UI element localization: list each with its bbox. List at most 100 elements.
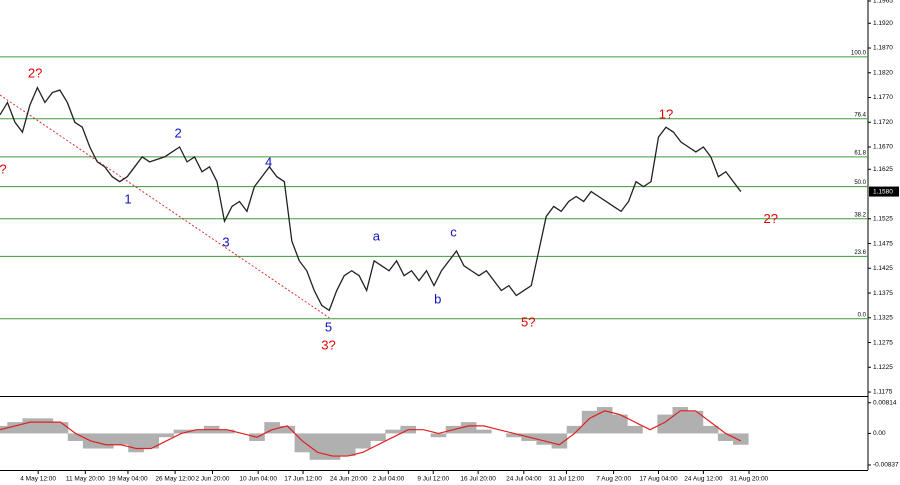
histogram-bar <box>113 433 129 445</box>
price-line <box>0 86 742 312</box>
x-tick-label: 17 Aug 04:00 <box>639 476 678 483</box>
wave-label: 2? <box>763 211 777 226</box>
histogram-bar <box>37 418 54 434</box>
fib-label: 50.0 <box>854 180 866 186</box>
histogram-bar <box>218 429 235 434</box>
fib-label: 76.4 <box>854 112 866 118</box>
y-tick-label: 1.1475 <box>873 240 893 247</box>
histogram-bar <box>551 433 568 449</box>
histogram-bar <box>732 433 749 445</box>
histogram-bar <box>0 425 8 434</box>
y-tick-label: 1.1965 <box>873 0 893 5</box>
wave-label: 3? <box>321 337 335 352</box>
histogram-bar <box>687 410 704 434</box>
histogram-bar <box>128 433 144 453</box>
wave-label: 5? <box>521 315 535 330</box>
histogram-bar <box>143 433 159 449</box>
x-tick-label: 4 May 12:00 <box>20 476 56 483</box>
current-price-label: 1.1580 <box>873 188 893 195</box>
histogram-bar <box>279 425 296 434</box>
y-tick-label: 1.1920 <box>873 20 893 27</box>
histogram-bar <box>581 410 598 434</box>
histogram-bar <box>309 433 326 460</box>
wave-label: 3 <box>222 234 229 249</box>
wave-label: 1? <box>659 106 673 121</box>
wave-label: 5 <box>325 320 332 335</box>
x-tick-label: 24 Aug 12:00 <box>684 476 723 483</box>
histogram-bar <box>22 418 39 434</box>
x-tick-label: 24 Jul 04:00 <box>506 476 542 483</box>
histogram-bar <box>67 433 84 441</box>
histogram-bar <box>370 433 386 441</box>
x-tick-label: 9 Jul 12:00 <box>417 476 449 483</box>
x-tick-label: 7 Aug 20:00 <box>596 476 631 483</box>
x-tick-label: 2 Jul 04:00 <box>372 476 404 483</box>
fib-label: 23.6 <box>854 250 866 256</box>
y-tick-label: 1.1375 <box>873 290 893 297</box>
histogram-bar <box>294 433 311 453</box>
histogram-bar <box>566 425 583 434</box>
x-tick-label: 16 Jul 20:00 <box>460 476 496 483</box>
fib-label: 61.8 <box>854 150 866 156</box>
histogram-bar <box>355 433 371 449</box>
y-tick-label: 1.1225 <box>873 364 893 371</box>
wave-label: ? <box>0 162 7 177</box>
histogram-bar <box>188 429 205 434</box>
histogram-bar <box>460 422 477 434</box>
y-tick-label: 1.1525 <box>873 216 893 223</box>
histogram-bar <box>339 433 356 457</box>
x-tick-label: 31 Aug 20:00 <box>730 476 769 483</box>
fib-label: 100.0 <box>851 51 867 57</box>
wave-label: c <box>450 225 457 240</box>
fib-label: 38.2 <box>854 212 866 218</box>
wave-label: 1 <box>124 191 131 206</box>
histogram-bar <box>158 433 175 438</box>
x-tick-label: 26 May 12:00 <box>155 476 195 483</box>
histogram-bar <box>627 425 643 434</box>
y-tick-label: 1.1625 <box>873 166 893 173</box>
histogram-bar <box>612 414 628 434</box>
y-tick-label: 0.00 <box>873 430 886 437</box>
y-tick-label: 1.1275 <box>873 339 893 346</box>
x-tick-label: 31 Jul 12:00 <box>549 476 585 483</box>
y-tick-label: 1.1720 <box>873 119 893 126</box>
x-tick-label: 10 Jun 04:00 <box>239 476 277 483</box>
y-tick-label: -0.00837 <box>873 462 899 469</box>
y-tick-label: 1.1325 <box>873 315 893 322</box>
histogram-bar <box>536 433 553 445</box>
x-tick-label: 11 May 20:00 <box>66 476 105 483</box>
histogram-bar <box>98 433 114 449</box>
histogram-bar <box>717 433 734 441</box>
y-tick-label: 1.1770 <box>873 94 893 101</box>
y-tick-label: 1.1425 <box>873 265 893 272</box>
x-tick-label: 2 Jun 20:00 <box>196 476 230 483</box>
y-tick-label: 1.1670 <box>873 144 893 151</box>
histogram-bar <box>430 433 447 438</box>
wave-label: 2? <box>28 66 42 81</box>
x-tick-label: 19 May 04:00 <box>108 476 148 483</box>
x-tick-label: 17 Jun 12:00 <box>284 476 322 483</box>
wave-label: 2 <box>174 126 181 141</box>
wave-label: 4 <box>265 154 272 169</box>
current-price-box <box>869 186 899 197</box>
y-tick-label: 0.00814 <box>873 399 897 406</box>
histogram-bar <box>7 422 23 434</box>
signal-line <box>0 410 742 457</box>
histogram-bar <box>324 433 341 460</box>
histogram-bar <box>264 422 280 434</box>
histogram-bar <box>385 429 401 434</box>
y-tick-label: 1.1820 <box>873 69 893 76</box>
wave-label: a <box>373 229 381 244</box>
y-tick-label: 1.1870 <box>873 45 893 52</box>
histogram-bar <box>506 433 522 438</box>
fib-label: 0.0 <box>858 312 867 318</box>
histogram-bar <box>702 425 719 434</box>
y-tick-label: 1.1175 <box>873 389 893 396</box>
histogram-bar <box>52 422 69 434</box>
histogram-bar <box>173 429 190 434</box>
histogram-bar <box>475 429 492 434</box>
histogram-bar <box>596 407 613 434</box>
x-tick-label: 24 Jun 20:00 <box>330 476 368 483</box>
